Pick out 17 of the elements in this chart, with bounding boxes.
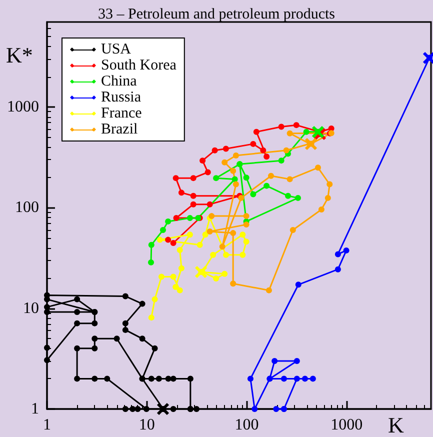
- legend-label: USA: [101, 42, 132, 58]
- legend-label: South Korea: [101, 58, 177, 74]
- x-tick-label: 10: [138, 416, 155, 434]
- x-tick-label: 100: [234, 416, 259, 434]
- legend-label: France: [101, 106, 142, 122]
- x-axis-title: K: [388, 412, 404, 437]
- legend-label: China: [101, 74, 138, 90]
- y-axis-title: K*: [6, 42, 33, 68]
- y-tick-label: 10: [23, 300, 39, 317]
- x-tick-label: 1: [43, 416, 51, 434]
- x-tick-label: 1000: [330, 416, 363, 434]
- legend-label: Russia: [101, 90, 142, 106]
- y-tick-label: 1: [31, 400, 39, 418]
- chart-title: 33 – Petroleum and petroleum products: [98, 6, 336, 22]
- legend-label: Brazil: [101, 122, 138, 138]
- y-tick-label: 100: [15, 199, 39, 216]
- y-tick-label: 1000: [7, 98, 39, 116]
